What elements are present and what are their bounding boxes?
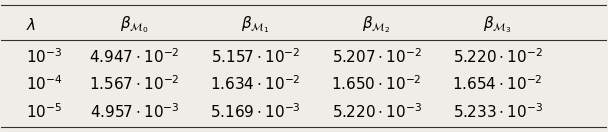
Text: $5.233 \cdot 10^{-3}$: $5.233 \cdot 10^{-3}$ [453,102,543,121]
Text: $10^{-3}$: $10^{-3}$ [26,48,62,66]
Text: $5.220 \cdot 10^{-2}$: $5.220 \cdot 10^{-2}$ [453,48,542,66]
Text: $4.947 \cdot 10^{-2}$: $4.947 \cdot 10^{-2}$ [89,48,180,66]
Text: $1.567 \cdot 10^{-2}$: $1.567 \cdot 10^{-2}$ [89,75,180,93]
Text: $\beta_{\mathcal{M}_2}$: $\beta_{\mathcal{M}_2}$ [362,14,391,35]
Text: $\beta_{\mathcal{M}_0}$: $\beta_{\mathcal{M}_0}$ [120,14,149,35]
Text: $\beta_{\mathcal{M}_1}$: $\beta_{\mathcal{M}_1}$ [241,14,270,35]
Text: $1.654 \cdot 10^{-2}$: $1.654 \cdot 10^{-2}$ [452,75,543,93]
Text: $\lambda$: $\lambda$ [26,17,36,33]
Text: $5.220 \cdot 10^{-3}$: $5.220 \cdot 10^{-3}$ [331,102,421,121]
Text: $\beta_{\mathcal{M}_3}$: $\beta_{\mathcal{M}_3}$ [483,14,512,35]
Text: $1.634 \cdot 10^{-2}$: $1.634 \cdot 10^{-2}$ [210,75,301,93]
Text: $10^{-5}$: $10^{-5}$ [26,102,62,121]
Text: $4.957 \cdot 10^{-3}$: $4.957 \cdot 10^{-3}$ [90,102,179,121]
Text: $10^{-4}$: $10^{-4}$ [26,75,62,93]
Text: $5.169 \cdot 10^{-3}$: $5.169 \cdot 10^{-3}$ [210,102,301,121]
Text: $1.650 \cdot 10^{-2}$: $1.650 \cdot 10^{-2}$ [331,75,422,93]
Text: $5.207 \cdot 10^{-2}$: $5.207 \cdot 10^{-2}$ [332,48,421,66]
Text: $5.157 \cdot 10^{-2}$: $5.157 \cdot 10^{-2}$ [211,48,300,66]
